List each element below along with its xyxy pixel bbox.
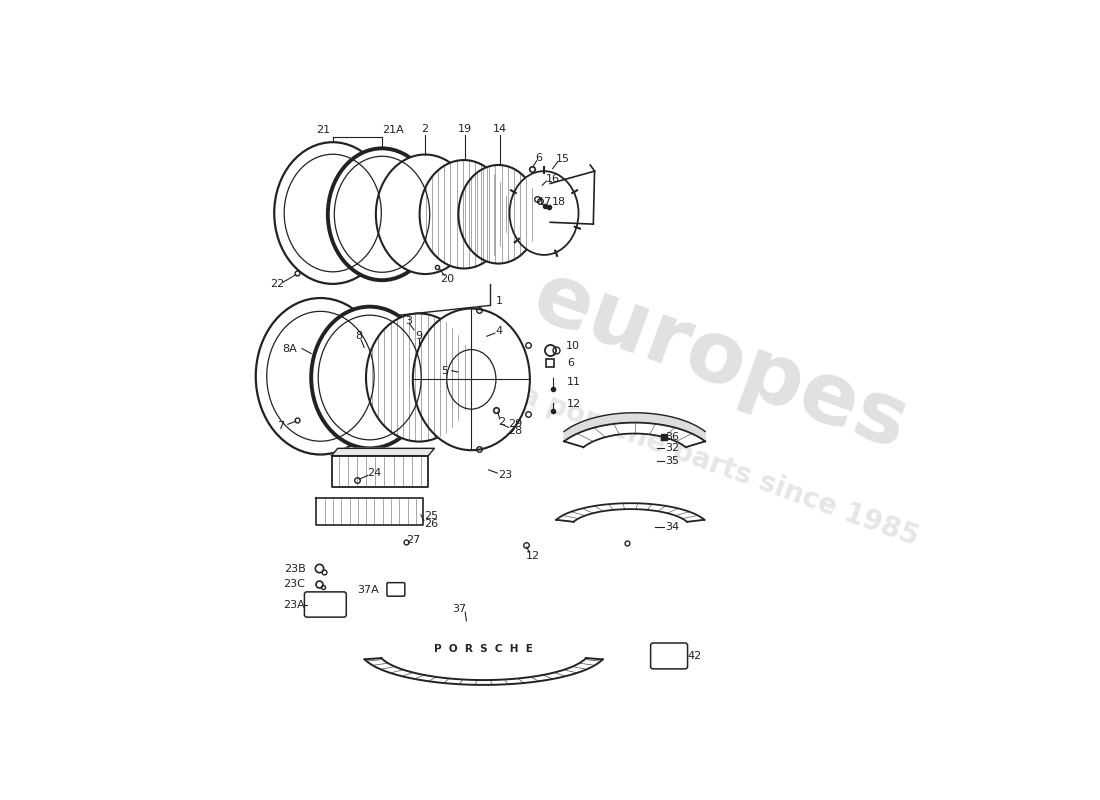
Text: 23B: 23B [284, 564, 306, 574]
Text: 21: 21 [317, 125, 331, 135]
Text: 12: 12 [568, 399, 581, 409]
Text: P  O  R  S  C  H  E: P O R S C H E [434, 644, 534, 654]
Text: 17: 17 [538, 197, 552, 207]
Text: 23A: 23A [283, 601, 305, 610]
Ellipse shape [459, 165, 539, 263]
Text: 8: 8 [355, 331, 363, 342]
Text: 2: 2 [498, 418, 506, 427]
Ellipse shape [328, 148, 437, 280]
Text: 21A: 21A [382, 125, 404, 135]
Polygon shape [564, 422, 705, 447]
Ellipse shape [419, 160, 508, 269]
Text: 28: 28 [508, 426, 522, 436]
Polygon shape [557, 503, 704, 522]
Polygon shape [331, 456, 428, 486]
Text: 20: 20 [440, 274, 454, 284]
Text: 29: 29 [508, 418, 522, 429]
Text: 25: 25 [425, 511, 439, 521]
FancyBboxPatch shape [387, 582, 405, 596]
Text: 14: 14 [493, 124, 507, 134]
Text: 27: 27 [406, 534, 420, 545]
Polygon shape [365, 658, 603, 685]
Text: 16: 16 [546, 174, 560, 184]
Text: 23: 23 [498, 470, 513, 480]
Text: 7: 7 [277, 421, 284, 431]
Text: 36: 36 [666, 432, 679, 442]
Text: 37: 37 [452, 603, 466, 614]
Text: 22: 22 [271, 279, 285, 289]
Text: 1: 1 [496, 295, 503, 306]
Text: a porsche parts since 1985: a porsche parts since 1985 [516, 380, 923, 551]
Ellipse shape [412, 309, 530, 450]
Text: 42: 42 [688, 651, 702, 661]
Text: 12: 12 [526, 550, 540, 561]
Text: 35: 35 [666, 456, 679, 466]
Text: 4: 4 [495, 326, 503, 336]
Ellipse shape [255, 298, 385, 454]
Text: 26: 26 [425, 519, 439, 529]
Text: 11: 11 [568, 378, 581, 387]
Ellipse shape [376, 154, 474, 274]
Text: 19: 19 [458, 124, 472, 134]
Polygon shape [331, 448, 434, 456]
Text: 23C: 23C [284, 579, 306, 589]
Ellipse shape [366, 314, 472, 442]
FancyBboxPatch shape [305, 592, 346, 617]
Text: 32: 32 [666, 443, 679, 454]
Text: 37A: 37A [358, 585, 378, 595]
Text: 34: 34 [666, 522, 679, 532]
Text: 6: 6 [568, 358, 574, 368]
Text: 15: 15 [556, 154, 570, 164]
Polygon shape [564, 413, 705, 442]
Text: europes: europes [520, 254, 918, 467]
Ellipse shape [274, 142, 392, 284]
Text: 10: 10 [566, 341, 580, 351]
FancyBboxPatch shape [650, 643, 688, 669]
Polygon shape [316, 498, 424, 526]
Text: 9: 9 [416, 331, 422, 342]
Text: 18: 18 [552, 197, 565, 207]
Text: 24: 24 [367, 468, 382, 478]
Ellipse shape [509, 171, 579, 255]
Ellipse shape [311, 306, 428, 448]
Text: 3: 3 [405, 316, 412, 326]
Text: 8A: 8A [283, 343, 297, 354]
Text: 5: 5 [441, 366, 449, 376]
Text: 6: 6 [536, 153, 542, 162]
Text: 2: 2 [421, 124, 429, 134]
